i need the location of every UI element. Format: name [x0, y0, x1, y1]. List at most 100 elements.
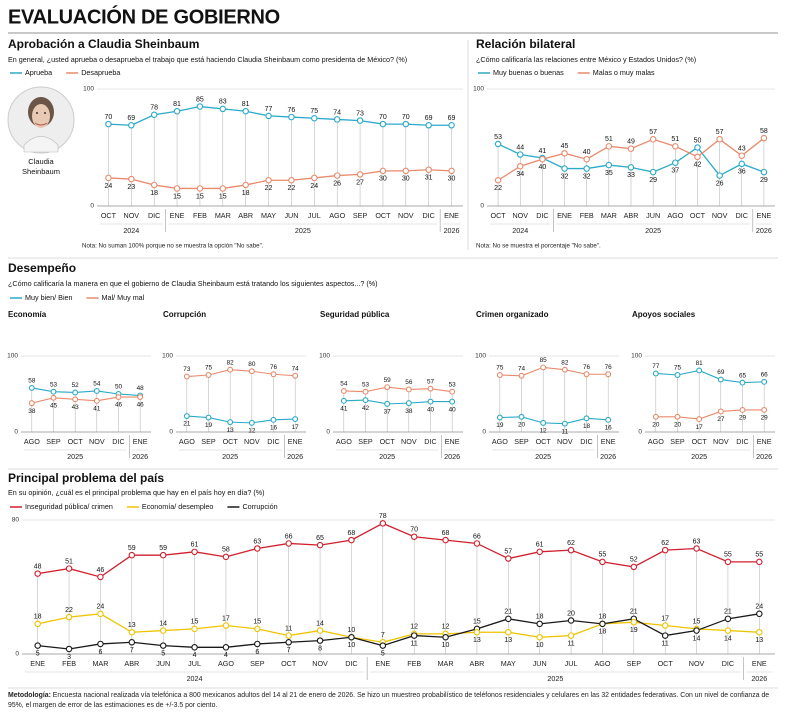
x-tick-label: JUN: [156, 659, 170, 668]
year-label: 2026: [287, 452, 303, 461]
x-tick-label: ENE: [375, 659, 390, 668]
value-label: 59: [159, 545, 167, 552]
value-label: 20: [674, 421, 682, 428]
x-tick-label: OCT: [281, 659, 297, 668]
value-label: 52: [72, 382, 80, 389]
x-tick-label: MAR: [601, 211, 617, 220]
year-label: 2025: [691, 452, 707, 461]
point: [137, 394, 144, 400]
x-tick-label: ENE: [170, 211, 185, 220]
y-tick-label: 80: [12, 517, 20, 524]
value-label: 8: [318, 645, 322, 652]
point: [627, 164, 635, 171]
point: [72, 389, 79, 396]
point: [760, 168, 768, 176]
point: [333, 172, 341, 179]
point: [605, 416, 612, 423]
value-label: 51: [671, 136, 679, 143]
value-label: 24: [755, 604, 763, 611]
year-label: 2026: [132, 452, 148, 461]
point: [756, 558, 763, 566]
value-label: 58: [222, 547, 230, 554]
point: [50, 388, 57, 395]
point: [402, 120, 410, 128]
point: [449, 398, 456, 405]
value-label: 45: [561, 143, 569, 150]
point: [516, 162, 524, 170]
legend-label: Muy buenas o buenas: [493, 68, 564, 77]
value-label: 18: [242, 190, 250, 197]
chart-note: Nota: No se muestra el porcentaje "No sa…: [476, 243, 601, 250]
series-line: [37, 522, 760, 578]
y-tick-label: 100: [162, 353, 173, 360]
point: [649, 168, 657, 176]
value-label: 61: [191, 542, 199, 549]
point: [561, 150, 568, 157]
value-label: 55: [755, 552, 763, 559]
legend-label: Aprueba: [25, 68, 52, 77]
point: [97, 610, 104, 618]
point: [379, 520, 387, 527]
x-tick-label: FEB: [62, 659, 76, 668]
value-label: 13: [128, 622, 136, 629]
value-label: 62: [567, 540, 575, 547]
year-label: 2024: [123, 226, 139, 235]
point: [248, 368, 255, 375]
value-label: 76: [605, 364, 613, 371]
x-tick-label: ENE: [288, 437, 303, 446]
year-label: 2026: [444, 452, 460, 461]
x-tick-label: ENE: [757, 437, 772, 446]
value-label: 73: [356, 110, 364, 117]
x-tick-label: OCT: [536, 437, 552, 446]
point: [34, 570, 41, 577]
point: [222, 622, 230, 629]
small-chart-title: Corrupción: [163, 310, 206, 319]
series-line: [186, 369, 296, 378]
value-label: 78: [379, 513, 387, 520]
point: [496, 372, 503, 378]
point: [425, 166, 432, 173]
point: [760, 134, 768, 142]
x-tick-label: ENE: [601, 437, 616, 446]
value-label: 38: [405, 408, 413, 415]
x-tick-label: ENE: [757, 211, 772, 220]
point: [34, 642, 41, 649]
value-label: 74: [292, 365, 300, 372]
value-label: 17: [222, 615, 230, 622]
value-label: 50: [115, 384, 123, 391]
value-label: 65: [316, 535, 324, 542]
value-label: 59: [128, 545, 136, 552]
year-label: 2025: [67, 452, 83, 461]
x-tick-label: AGO: [492, 437, 508, 446]
x-tick-label: NOV: [398, 211, 414, 220]
value-label: 54: [340, 381, 348, 388]
point: [254, 625, 261, 633]
value-label: 59: [384, 377, 392, 384]
point: [561, 165, 568, 172]
point: [28, 400, 35, 407]
value-label: 37: [384, 409, 392, 416]
year-label: 2026: [756, 226, 772, 235]
point: [173, 185, 181, 192]
point: [362, 388, 369, 395]
value-label: 22: [494, 185, 502, 192]
x-tick-label: OCT: [692, 437, 708, 446]
point: [724, 627, 732, 634]
value-label: 44: [516, 144, 524, 151]
point: [583, 415, 590, 422]
year-label: 2024: [512, 226, 528, 235]
value-label: 15: [191, 619, 199, 626]
value-label: 50: [694, 137, 702, 144]
x-tick-label: ENE: [30, 659, 45, 668]
value-label: 11: [567, 640, 574, 647]
value-label: 4: [193, 652, 197, 659]
value-label: 24: [310, 183, 318, 190]
value-label: 14: [316, 620, 324, 627]
value-label: 23: [127, 184, 135, 191]
point: [696, 416, 703, 423]
value-label: 27: [356, 179, 364, 186]
point: [693, 545, 700, 552]
value-label: 57: [504, 548, 512, 555]
value-label: 18: [536, 614, 544, 621]
